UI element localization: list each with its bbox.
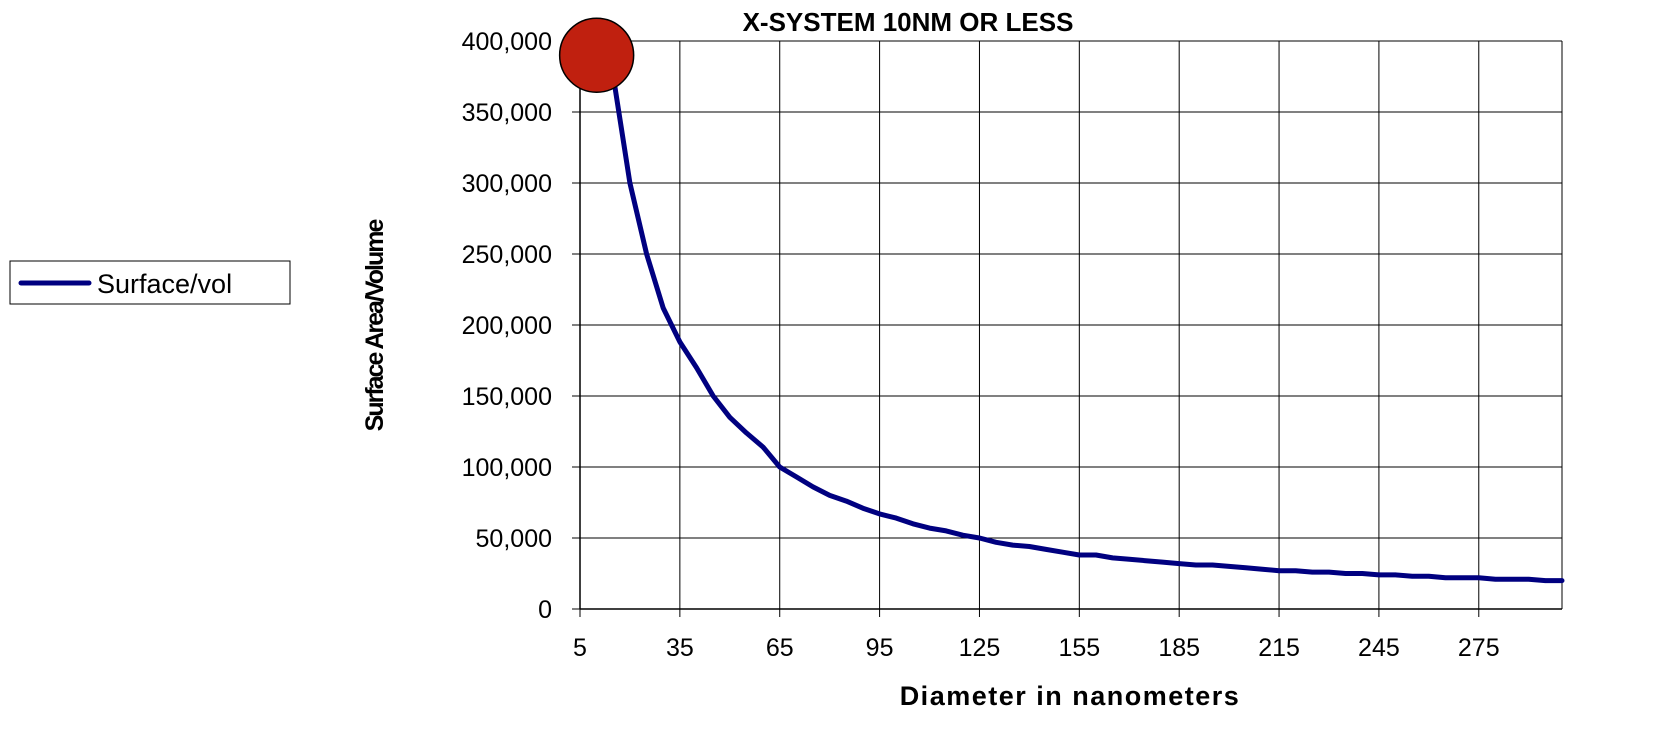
y-tick-label: 300,000 bbox=[462, 170, 552, 198]
legend: Surface/vol bbox=[9, 260, 291, 305]
x-tick-label: 95 bbox=[866, 634, 894, 662]
x-axis-label: Diameter in nanometers bbox=[900, 681, 1241, 711]
y-tick-label: 0 bbox=[538, 596, 552, 624]
y-tick-label: 400,000 bbox=[462, 28, 552, 56]
x-axis-ticks: 5 35 65 95 125 155 185 215 245 275 bbox=[573, 609, 1500, 662]
y-tick-label: 350,000 bbox=[462, 99, 552, 127]
legend-label-surface-vol: Surface/vol bbox=[97, 269, 232, 299]
y-tick-label: 50,000 bbox=[476, 525, 552, 553]
annotation-layer bbox=[558, 17, 635, 93]
y-tick-label: 150,000 bbox=[462, 383, 552, 411]
y-tick-label: 100,000 bbox=[462, 454, 552, 482]
x-tick-label: 185 bbox=[1158, 634, 1200, 662]
legend-box bbox=[9, 260, 291, 305]
x-tick-label: 215 bbox=[1258, 634, 1300, 662]
y-tick-label: 250,000 bbox=[462, 241, 552, 269]
x-tick-label: 155 bbox=[1058, 634, 1100, 662]
x-tick-label: 5 bbox=[573, 634, 587, 662]
y-tick-label: 200,000 bbox=[462, 312, 552, 340]
x-tick-label: 125 bbox=[959, 634, 1001, 662]
series-line-surface-vol bbox=[610, 74, 1565, 584]
y-axis-label: Surface Area/Volume bbox=[361, 219, 389, 432]
grid-lines bbox=[579, 40, 1563, 610]
x-tick-label: 245 bbox=[1358, 634, 1400, 662]
chart-title: X-SYSTEM 10NM OR LESS bbox=[743, 7, 1074, 37]
x-tick-label: 35 bbox=[666, 634, 694, 662]
red-circle-marker bbox=[558, 17, 635, 93]
x-tick-label: 275 bbox=[1458, 634, 1500, 662]
y-axis-ticks: 0 50,000 100,000 150,000 200,000 250,000 300,0… bbox=[462, 28, 580, 624]
x-tick-label: 65 bbox=[766, 634, 794, 662]
series-layer bbox=[610, 74, 1565, 584]
